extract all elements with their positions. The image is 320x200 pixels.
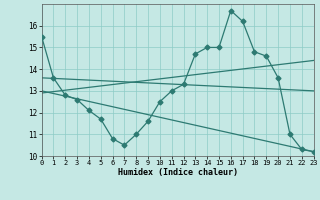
X-axis label: Humidex (Indice chaleur): Humidex (Indice chaleur) (118, 168, 237, 177)
